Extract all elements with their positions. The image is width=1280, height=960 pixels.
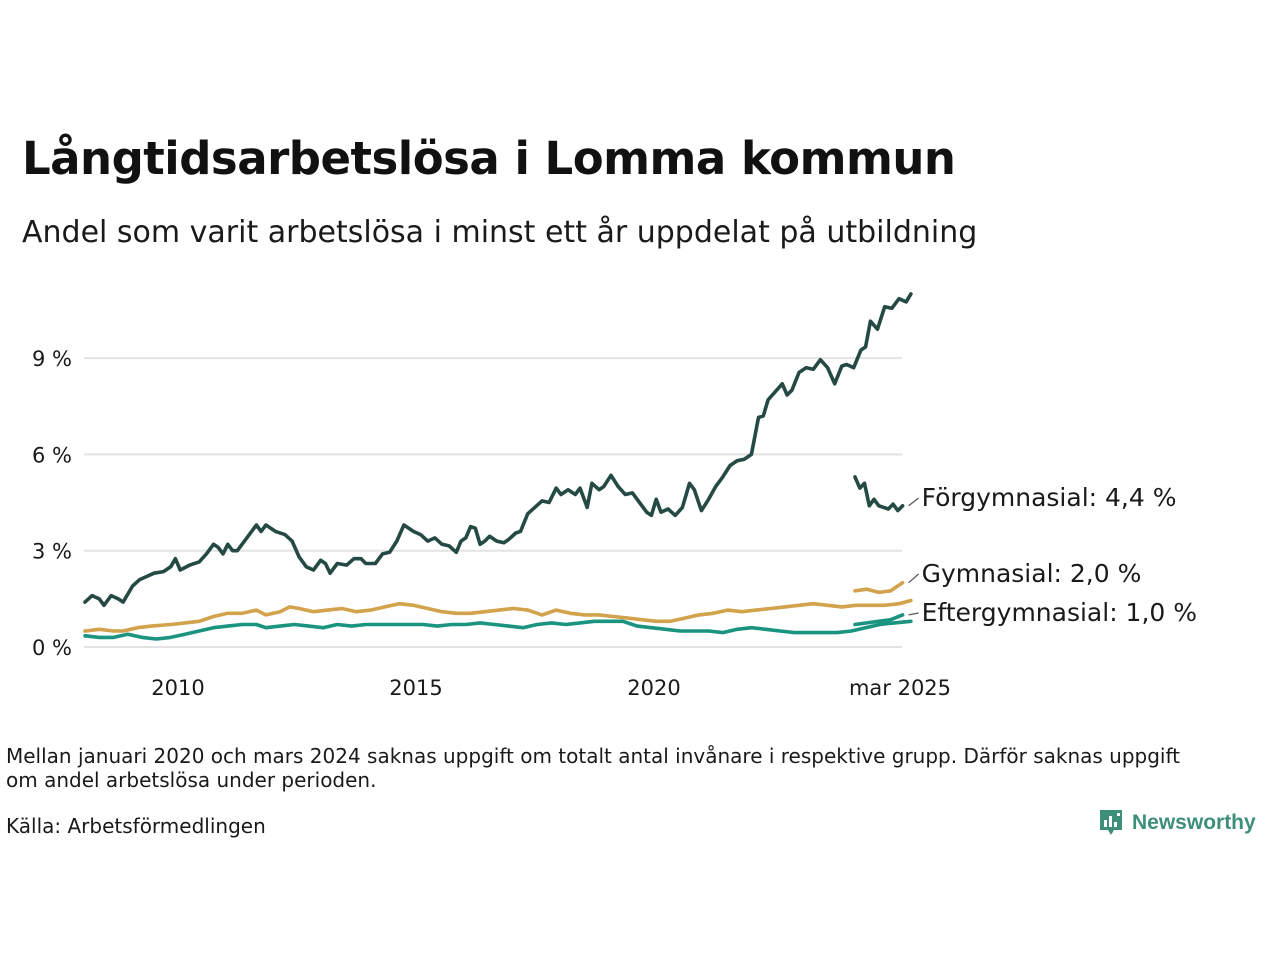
y-tick-label-9: 9 % bbox=[32, 347, 72, 371]
line-chart: 0 % 3 % 6 % 9 % 2010 2015 2020 mar 2025 Förgym… bbox=[32, 292, 1197, 700]
y-axis-ticks: 0 % 3 % 6 % 9 % bbox=[32, 347, 72, 660]
series-line-förgymnasial-1 bbox=[853, 475, 905, 513]
label-leader-0 bbox=[908, 497, 919, 507]
brand-name: Newsworthy bbox=[1132, 811, 1256, 834]
x-axis-ticks: 2010 2015 2020 mar 2025 bbox=[151, 676, 951, 700]
x-tick-label-2: 2020 bbox=[627, 676, 680, 700]
x-tick-label-3: mar 2025 bbox=[849, 676, 951, 700]
series-line-gymnasial-0 bbox=[83, 598, 913, 633]
end-label-förgymnasial: Förgymnasial: 4,4 % bbox=[922, 483, 1177, 512]
brand-logo: Newsworthy bbox=[1098, 808, 1256, 838]
label-leader-1 bbox=[908, 573, 919, 584]
newsworthy-logo-icon bbox=[1100, 810, 1122, 835]
series-lines bbox=[83, 292, 913, 641]
y-tick-label-3: 3 % bbox=[32, 540, 72, 564]
end-label-gymnasial: Gymnasial: 2,0 % bbox=[922, 559, 1142, 588]
gridlines bbox=[84, 357, 902, 648]
end-label-eftergymnasial: Eftergymnasial: 1,0 % bbox=[922, 598, 1197, 627]
y-tick-label-6: 6 % bbox=[32, 443, 72, 467]
x-tick-label-0: 2010 bbox=[151, 676, 204, 700]
series-end-labels: Förgymnasial: 4,4 % Gymnasial: 2,0 % Efter… bbox=[908, 483, 1197, 627]
series-line-gymnasial-1 bbox=[853, 581, 905, 595]
source-credit: Källa: Arbetsförmedlingen bbox=[6, 814, 266, 838]
chart-title: Långtidsarbetslösa i Lomma kommun bbox=[22, 132, 956, 185]
x-tick-label-1: 2015 bbox=[389, 676, 442, 700]
series-line-förgymnasial-0 bbox=[83, 292, 913, 608]
series-line-eftergymnasial-0 bbox=[83, 619, 913, 641]
footnote: Mellan januari 2020 och mars 2024 saknas… bbox=[6, 744, 1181, 792]
label-leader-2 bbox=[908, 612, 919, 616]
y-tick-label-0: 0 % bbox=[32, 636, 72, 660]
series-line-eftergymnasial-1 bbox=[853, 613, 905, 627]
chart-subtitle: Andel som varit arbetslösa i minst ett å… bbox=[22, 215, 978, 250]
